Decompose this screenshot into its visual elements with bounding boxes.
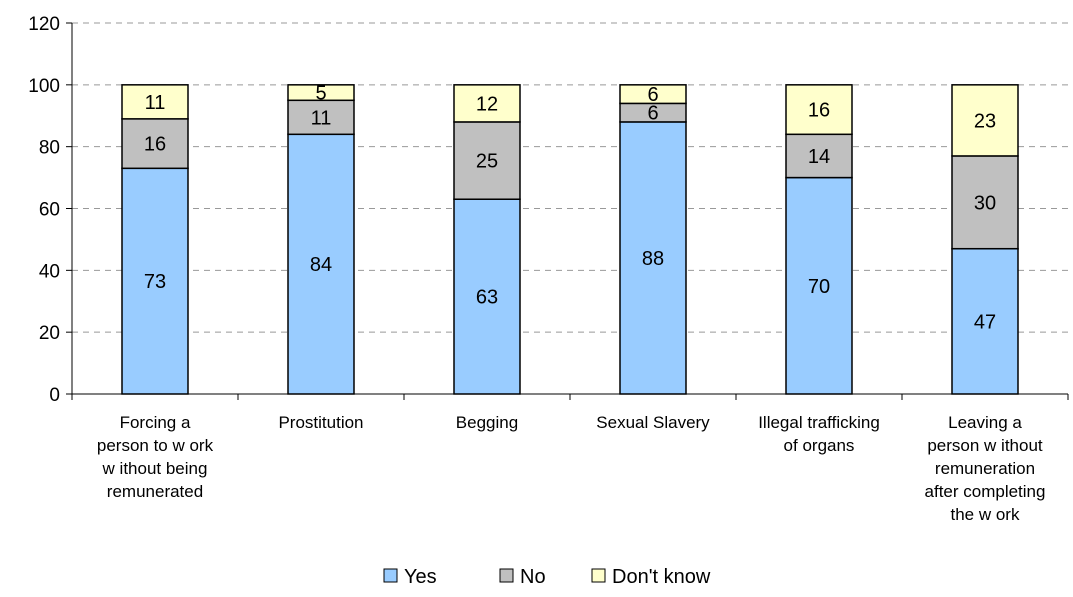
data-label: 6: [647, 103, 658, 125]
legend-label: No: [520, 566, 546, 588]
legend-label: Yes: [404, 566, 437, 588]
x-tick-label-line: Begging: [456, 413, 518, 432]
x-tick-label-line: the w ork: [951, 505, 1020, 524]
bar-yes: [453, 198, 521, 395]
x-tick-label-line: Illegal trafficking: [758, 413, 880, 432]
data-label: 84: [310, 254, 332, 276]
bar-don-t-know: [121, 84, 189, 120]
y-tick-label: 120: [28, 14, 60, 35]
y-tick-label: 100: [28, 76, 60, 97]
x-tick-label-line: Prostitution: [278, 413, 363, 432]
data-label: 16: [808, 100, 830, 122]
x-tick-label: Prostitution: [278, 413, 363, 432]
legend: Yes No Don't know: [383, 566, 711, 588]
x-tick-label: Illegal trafficking of organs: [758, 413, 880, 455]
x-tick-labels: Forcing a person to w ork w ithout being re…: [97, 413, 1046, 524]
data-label: 23: [974, 110, 996, 132]
legend-swatch: [591, 568, 606, 583]
y-tick-label: 40: [39, 261, 60, 282]
bar-don-t-know: [287, 84, 355, 102]
y-tick-label: 60: [39, 200, 60, 221]
data-label: 11: [311, 107, 332, 129]
data-label: 5: [315, 83, 326, 105]
x-tick-label: Leaving a person w ithout remuneration afte…: [925, 413, 1046, 524]
data-label: 63: [476, 287, 498, 309]
x-tick-label-line: Sexual Slavery: [596, 413, 710, 432]
x-tick-label: Begging: [456, 413, 518, 432]
data-label: 6: [647, 84, 658, 106]
bars: [121, 84, 1019, 395]
x-tick-label-line: Forcing a: [120, 413, 191, 432]
bar-yes: [619, 121, 687, 395]
data-label: 47: [974, 311, 996, 333]
x-tick-label-line: of organs: [784, 436, 855, 455]
x-tick-label-line: remuneration: [935, 459, 1035, 478]
bar-don-t-know: [453, 84, 521, 123]
x-tick-label: Sexual Slavery: [596, 413, 710, 432]
x-tick-label: Forcing a person to w ork w ithout being re…: [97, 413, 214, 501]
x-tick-label-line: w ithout being: [102, 459, 208, 478]
data-label: 12: [476, 93, 498, 115]
x-tick-label-line: person w ithout: [927, 436, 1043, 455]
grid-lines: [72, 22, 1068, 333]
data-label: 16: [144, 134, 166, 156]
data-label: 70: [808, 276, 830, 298]
y-tick-label: 80: [39, 138, 60, 159]
bar-yes: [287, 133, 355, 395]
x-tick-label-line: after completing: [925, 482, 1046, 501]
legend-swatch: [499, 568, 514, 583]
data-label: 88: [642, 248, 664, 270]
bar-no: [121, 118, 189, 170]
bar-don-t-know: [785, 84, 853, 136]
legend-label: Don't know: [612, 566, 711, 588]
data-label: 14: [808, 146, 830, 168]
y-tick-label: 20: [39, 323, 60, 344]
data-label: 25: [476, 151, 498, 173]
bar-no: [785, 133, 853, 179]
data-label: 73: [144, 271, 166, 293]
bar-yes: [121, 167, 189, 395]
x-tick-label-line: Leaving a: [948, 413, 1022, 432]
data-label: 11: [145, 92, 166, 114]
bar-don-t-know: [619, 84, 687, 105]
y-tick-label: 0: [49, 385, 60, 406]
axes: 0 20 40 60 80 100 120: [28, 14, 1069, 406]
bar-don-t-know: [951, 84, 1019, 157]
bar-yes: [951, 247, 1019, 395]
data-label: 30: [974, 192, 996, 214]
bar-no: [453, 121, 521, 200]
x-tick-label-line: person to w ork: [97, 436, 214, 455]
x-tick-label-line: remunerated: [107, 482, 203, 501]
legend-swatch: [383, 568, 398, 583]
